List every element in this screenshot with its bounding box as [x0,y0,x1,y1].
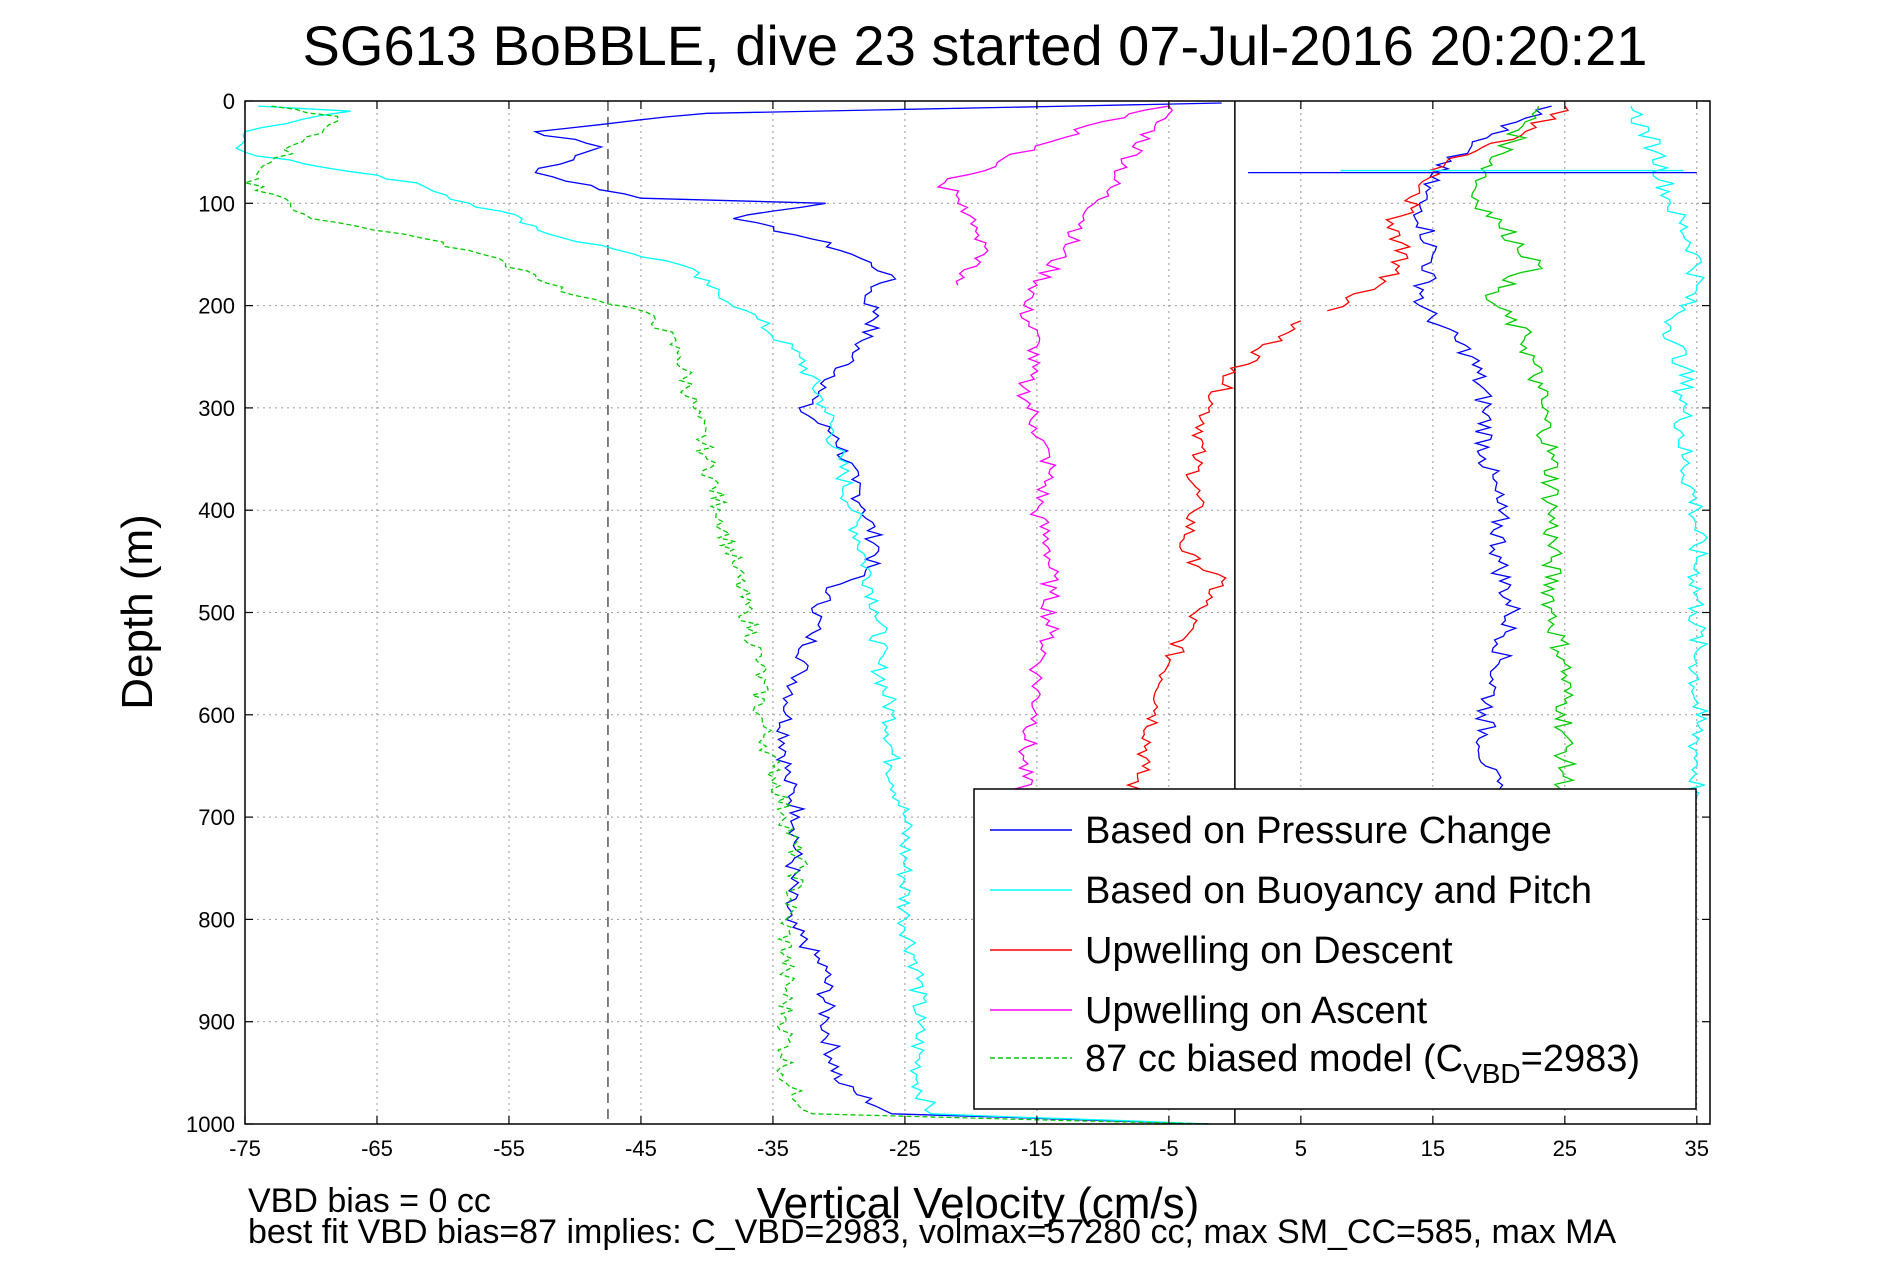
x-axis-label: Vertical Velocity (cm/s) [757,1179,1200,1228]
x-tick-label: -45 [625,1136,657,1161]
series-line [1125,320,1302,797]
legend-label: Upwelling on Ascent [1085,990,1428,1032]
x-tick-label: 25 [1553,1136,1577,1161]
y-tick-label: 1000 [186,1112,235,1137]
legend-label: Upwelling on Descent [1085,930,1453,972]
y-tick-label: 700 [198,805,235,830]
x-tick-label: -65 [361,1136,393,1161]
y-tick-label: 900 [198,1010,235,1035]
legend: Based on Pressure Change Based on Buoyanc… [973,788,1697,1110]
legend-label: Based on Buoyancy and Pitch [1085,870,1592,912]
y-axis-label: Depth (m) [113,514,162,710]
x-tick-label: -25 [889,1136,921,1161]
x-tick-label: 5 [1295,1136,1307,1161]
series-line [936,105,1174,798]
x-tick-label: 35 [1685,1136,1709,1161]
plot-frame [244,100,1711,1125]
ascent-series-line [1327,105,1570,312]
series-lines [235,102,1710,1125]
x-tick-label: -35 [757,1136,789,1161]
series-line [235,105,1209,1125]
vbd-bias-note: VBD bias = 0 cc [248,1182,491,1220]
y-tick-label: 100 [198,191,235,216]
legend-box [973,788,1697,1110]
x-tick-label: -55 [493,1136,525,1161]
y-tick-label: 300 [198,396,235,421]
legend-label: 87 cc biased model (CVBD=2983) [1085,1038,1640,1089]
series-line [532,102,1222,1125]
axis-ticks: -75 -65 -55 -45 -35 -25 -15 -5 5 15 25 350100200300… [186,89,1710,1161]
y-tick-label: 600 [198,703,235,728]
y-tick-label: 400 [198,498,235,523]
y-tick-label: 0 [223,89,235,114]
legend-label: Based on Pressure Change [1085,810,1552,852]
x-tick-label: -5 [1159,1136,1179,1161]
y-tick-label: 200 [198,294,235,319]
x-tick-label: 15 [1421,1136,1445,1161]
x-tick-label: -15 [1021,1136,1053,1161]
ascent-series-line [1630,105,1710,797]
ascent-series-line [1470,105,1578,797]
best-fit-note: best fit VBD bias=87 implies: C_VBD=2983… [248,1213,1617,1251]
y-tick-label: 500 [198,601,235,626]
ascent-series-line [1412,105,1552,798]
y-tick-label: 800 [198,907,235,932]
chart-title: SG613 BoBBLE, dive 23 started 07-Jul-201… [303,14,1648,77]
x-tick-label: -75 [229,1136,261,1161]
